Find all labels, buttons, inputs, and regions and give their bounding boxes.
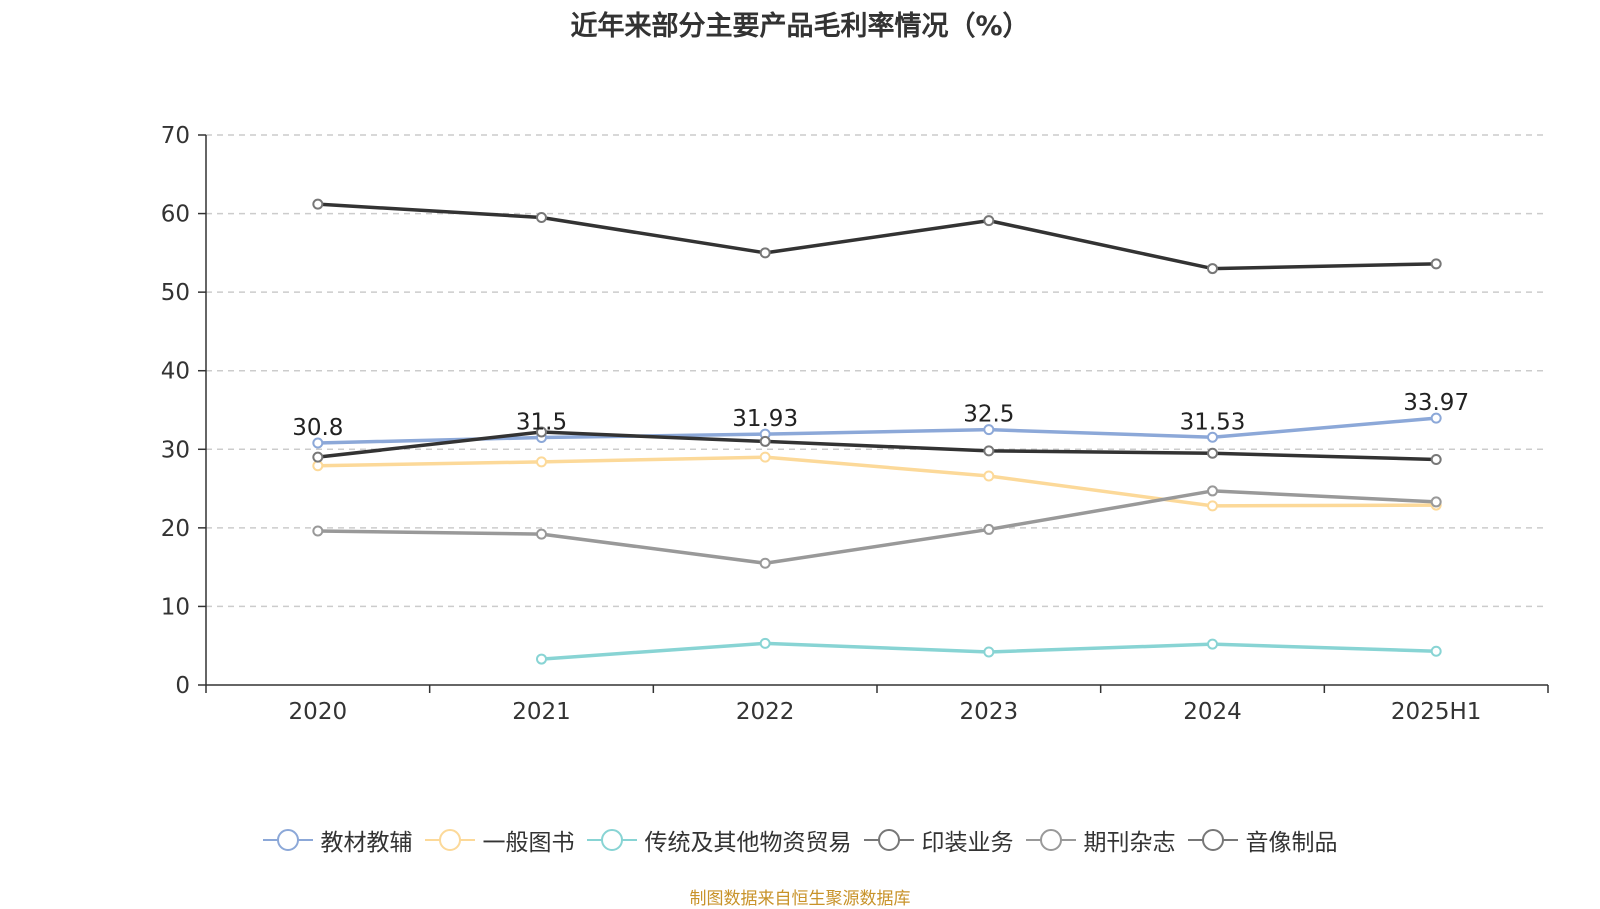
- x-tick-label: 2021: [512, 699, 571, 725]
- legend-swatch: [1025, 829, 1076, 851]
- data-point: [983, 215, 995, 227]
- data-point: [983, 470, 995, 482]
- source-note: 制图数据来自恒生聚源数据库: [689, 889, 911, 909]
- series-2: [536, 637, 1442, 665]
- legend-swatch: [586, 829, 637, 851]
- data-point: [536, 456, 547, 468]
- legend-item[interactable]: 传统及其他物资贸易: [586, 823, 852, 857]
- legend-label: 传统及其他物资贸易: [644, 830, 852, 856]
- legend-label: 一般图书: [482, 830, 575, 856]
- data-point: [536, 426, 547, 438]
- legend-item[interactable]: 印装业务: [863, 823, 1014, 857]
- legend-label: 音像制品: [1245, 830, 1338, 856]
- y-tick-label: 30: [161, 437, 190, 463]
- data-label: 32.5: [963, 402, 1014, 428]
- data-point: [1430, 645, 1442, 657]
- data-point: [983, 445, 995, 457]
- x-tick-label: 2024: [1183, 699, 1242, 725]
- series-1: [312, 451, 1442, 512]
- legend-swatch: [262, 829, 313, 851]
- data-point: [536, 653, 547, 665]
- legend-swatch: [424, 829, 475, 851]
- series-line: [317, 202, 1437, 271]
- data-point: [312, 198, 324, 210]
- data-point: [1430, 258, 1442, 270]
- legend-item[interactable]: 教材教辅: [262, 823, 413, 857]
- data-point: [1207, 638, 1218, 650]
- data-point: [312, 525, 324, 537]
- x-tick-label: 2020: [289, 699, 348, 725]
- series-line: [317, 455, 1437, 508]
- data-point: [1207, 447, 1218, 459]
- legend-swatch: [1187, 829, 1238, 851]
- data-point: [312, 451, 324, 463]
- data-point: [536, 528, 547, 540]
- legend-item[interactable]: 期刊杂志: [1025, 823, 1176, 857]
- series-3: [312, 426, 1442, 465]
- data-point: [1207, 485, 1218, 497]
- series-layer: [312, 198, 1442, 665]
- y-tick-label: 70: [161, 123, 190, 149]
- legend-label: 教材教辅: [320, 830, 413, 856]
- series-line: [317, 416, 1437, 445]
- series-4: [312, 485, 1442, 569]
- data-point: [536, 212, 547, 223]
- legend-item[interactable]: 一般图书: [424, 823, 575, 857]
- chart-title: 近年来部分主要产品毛利率情况（%）: [570, 11, 1030, 42]
- data-point: [1430, 496, 1442, 508]
- data-label: 31.93: [732, 406, 798, 432]
- x-tick-label: 2023: [960, 699, 1019, 725]
- data-point: [1430, 454, 1442, 465]
- data-point: [1207, 431, 1218, 443]
- data-label: 30.8: [292, 415, 343, 441]
- x-tick-label: 2022: [736, 699, 795, 725]
- data-point: [1207, 500, 1218, 512]
- data-point: [759, 557, 771, 569]
- data-label: 31.53: [1180, 409, 1246, 435]
- data-point: [1207, 263, 1218, 275]
- legend-swatch: [863, 829, 914, 851]
- data-point: [759, 247, 771, 259]
- data-point: [983, 646, 995, 658]
- data-point: [312, 437, 324, 449]
- legend-item[interactable]: 音像制品: [1187, 823, 1338, 857]
- data-point: [759, 435, 771, 447]
- data-point: [983, 523, 995, 535]
- legend-label: 期刊杂志: [1083, 830, 1176, 856]
- y-tick-label: 40: [161, 359, 190, 385]
- data-point: [1430, 412, 1442, 424]
- legend: 教材教辅 一般图书 传统及其他物资贸易 印装业务 期刊杂志 音像制品: [0, 820, 1600, 860]
- y-tick-label: 20: [161, 516, 190, 542]
- y-tick-label: 10: [161, 594, 190, 620]
- grid-layer: [206, 134, 1548, 608]
- series-line: [317, 430, 1437, 462]
- data-label-layer: 30.8 31.5 31.93 32.5 31.53 33.97: [292, 390, 1469, 441]
- data-point: [759, 451, 771, 463]
- y-tick-label: 60: [161, 202, 190, 228]
- data-point: [759, 637, 771, 649]
- data-label: 33.97: [1403, 390, 1469, 416]
- data-point: [983, 424, 995, 436]
- series-0: [312, 412, 1442, 449]
- y-tick-label: 0: [175, 673, 190, 699]
- legend-label: 印装业务: [921, 830, 1014, 856]
- axis-layer: 0 10 20 30 40 50 60 70 2020 2021 2022 2023 2024 2025H…: [161, 123, 1549, 725]
- x-tick-label: 2025H1: [1391, 699, 1481, 725]
- data-label: 31.5: [516, 410, 567, 436]
- series-line: [317, 489, 1437, 565]
- y-tick-label: 50: [161, 280, 190, 306]
- series-5: [312, 198, 1442, 275]
